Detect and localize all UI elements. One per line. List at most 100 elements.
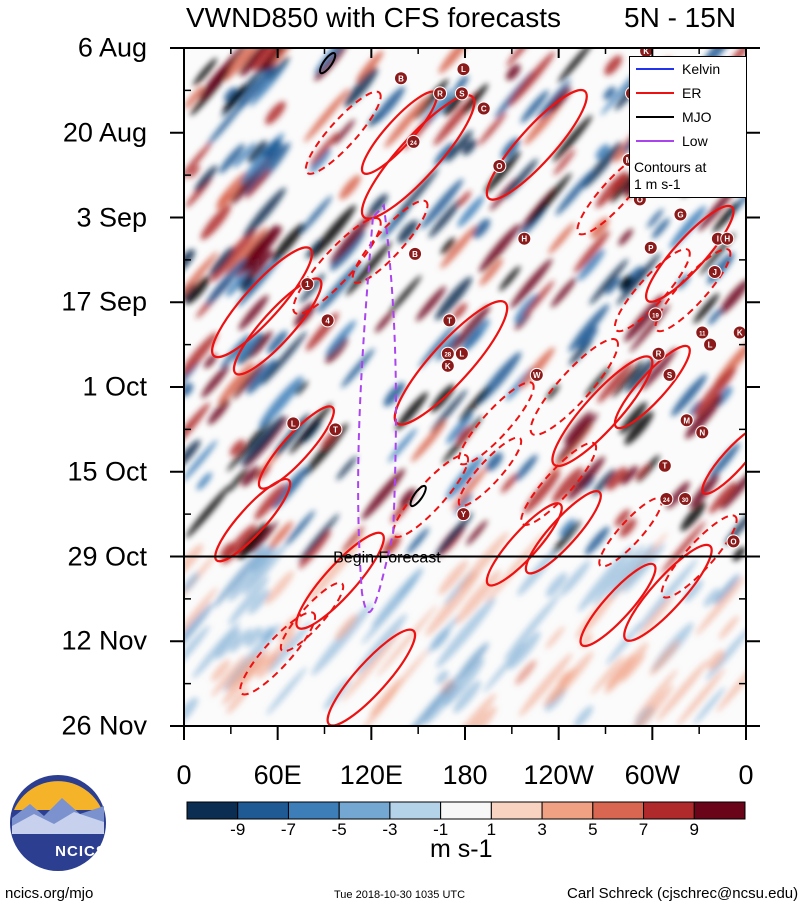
storm-marker-id: O xyxy=(730,537,736,546)
y-tick-label: 29 Oct xyxy=(67,541,147,571)
anomaly-negative xyxy=(268,621,312,674)
anomaly-negative xyxy=(625,358,655,393)
storm-marker: O xyxy=(492,159,507,174)
anomaly-positive xyxy=(184,402,211,454)
legend-note-line1: Contours at xyxy=(634,159,707,175)
er-contour-negative xyxy=(660,514,738,599)
anomaly-positive xyxy=(618,228,633,246)
legend: Kelvin ER MJO Low Contours at 1 m s-1 xyxy=(629,56,747,198)
anomaly-positive xyxy=(522,280,555,319)
storm-marker: R xyxy=(433,86,448,101)
anomaly-negative xyxy=(616,252,661,306)
anomaly-negative xyxy=(584,526,610,556)
anomaly-negative xyxy=(249,61,288,107)
mjo-contour xyxy=(318,52,337,75)
anomaly-negative xyxy=(603,86,616,100)
colorbar-swatch xyxy=(186,801,239,820)
y-tick-label: 3 Sep xyxy=(76,202,147,232)
storm-marker: H xyxy=(517,231,532,246)
storm-marker-circle xyxy=(408,246,423,261)
anomaly-negative xyxy=(234,332,262,364)
storm-marker: 11 xyxy=(695,325,710,340)
storm-marker-circle xyxy=(651,346,666,361)
anomaly-negative xyxy=(400,675,459,726)
anomaly-negative xyxy=(185,485,231,539)
storm-marker-id: M xyxy=(683,416,690,425)
anomaly-positive xyxy=(563,411,593,445)
storm-marker: P xyxy=(643,240,658,255)
storm-marker: T xyxy=(657,458,672,473)
er-contour-positive xyxy=(524,490,602,575)
er-contour-negative xyxy=(351,199,429,284)
anomaly-positive xyxy=(303,88,350,143)
storm-marker-id: O xyxy=(637,195,643,204)
anomaly-negative xyxy=(388,427,418,463)
anomaly-negative xyxy=(368,193,388,217)
storm-marker-id: K xyxy=(643,47,649,56)
anomaly-positive xyxy=(330,212,374,264)
footer-author: Carl Schreck (cjschrec@ncsu.edu) xyxy=(567,885,799,902)
er-contour-negative xyxy=(239,611,317,696)
anomaly-positive xyxy=(732,546,746,562)
anomaly-positive xyxy=(193,57,218,87)
anomaly-positive xyxy=(199,57,235,100)
storm-marker-circle xyxy=(659,491,674,506)
anomaly-positive xyxy=(241,466,260,487)
anomaly-negative xyxy=(426,615,459,655)
storm-marker-id: N xyxy=(699,428,705,437)
er-contour-positive xyxy=(211,246,314,359)
anomaly-negative xyxy=(605,277,621,295)
anomaly-positive xyxy=(579,633,593,648)
anomaly-negative xyxy=(262,138,278,158)
storm-marker-id: 4 xyxy=(325,316,330,325)
colorbar-tick-label: 9 xyxy=(689,820,699,839)
anomaly-negative xyxy=(646,208,664,229)
anomaly-negative xyxy=(184,625,210,669)
anomaly-negative xyxy=(577,249,605,281)
anomaly-positive xyxy=(222,648,270,706)
chart-title: VWND850 with CFS forecasts xyxy=(186,2,561,33)
anomaly-positive xyxy=(499,266,521,292)
anomaly-positive xyxy=(555,412,599,463)
anomaly-negative xyxy=(228,576,270,625)
colorbar-swatch xyxy=(338,801,391,820)
storm-marker-id: L xyxy=(459,350,464,359)
anomaly-positive xyxy=(252,48,285,71)
anomaly-negative xyxy=(239,275,255,292)
legend-entry: Kelvin xyxy=(636,61,720,77)
er-contour-positive xyxy=(485,88,588,201)
footer-website[interactable]: ncics.org/mjo xyxy=(5,885,94,902)
anomaly-positive xyxy=(716,652,746,713)
anomaly-positive xyxy=(718,279,746,315)
anomaly-positive xyxy=(416,286,446,322)
anomaly-negative xyxy=(636,558,698,632)
x-tick-label: 120E xyxy=(339,760,403,790)
storm-marker-id: K xyxy=(445,362,451,371)
er-contour-positive xyxy=(701,424,746,495)
anomaly-positive xyxy=(201,364,230,398)
storm-marker: 24 xyxy=(659,491,674,506)
logo-mountains-light xyxy=(12,812,104,834)
storm-marker: B xyxy=(408,246,423,261)
anomaly-positive xyxy=(720,469,746,511)
storm-marker: 24 xyxy=(406,134,421,149)
anomaly-negative xyxy=(393,167,439,222)
anomaly-negative xyxy=(208,246,235,277)
x-tick-label: 60E xyxy=(253,760,302,790)
storm-marker: G xyxy=(673,207,688,222)
storm-marker: W xyxy=(529,367,544,382)
legend-swatch xyxy=(636,68,674,70)
anomaly-positive xyxy=(606,466,627,491)
anomaly-negative xyxy=(330,229,366,271)
anomaly-positive xyxy=(440,237,456,255)
anomaly-positive xyxy=(506,64,521,81)
anomaly-positive xyxy=(250,521,279,554)
anomaly-positive xyxy=(184,543,204,578)
storm-marker-circle xyxy=(648,307,663,322)
storm-marker: T xyxy=(328,422,343,437)
storm-marker-circle xyxy=(456,507,471,522)
anomaly-negative xyxy=(446,412,474,445)
x-tick-label: 60W xyxy=(624,760,681,790)
forecast-label: Begin Forecast xyxy=(333,550,441,567)
anomaly-positive xyxy=(649,640,680,676)
